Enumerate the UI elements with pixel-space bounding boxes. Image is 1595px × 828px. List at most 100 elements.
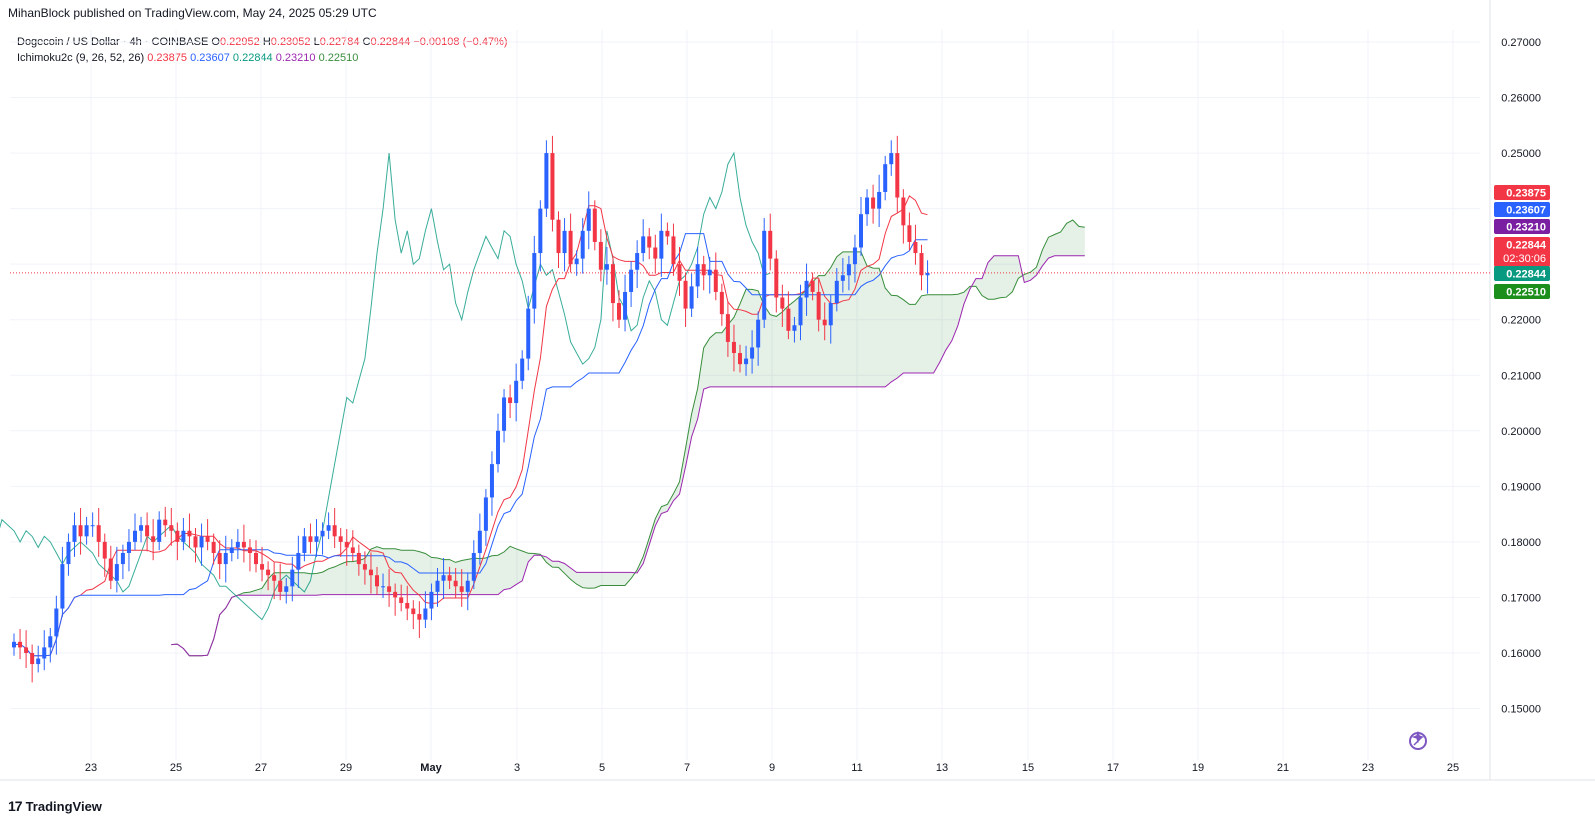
time-axis[interactable]: 23 25 27 29 May 3 5 7 9 11 13 15 17 19 21 23 25 bbox=[85, 762, 1459, 774]
candle-body bbox=[133, 530, 137, 542]
candle-body bbox=[175, 530, 180, 542]
y-tick-label: 0.16000 bbox=[1501, 648, 1541, 660]
candle-body bbox=[181, 530, 186, 542]
tradingview-brand[interactable]: 17 TradingView bbox=[8, 798, 102, 814]
candle-body bbox=[901, 197, 906, 226]
candle-body bbox=[417, 614, 422, 620]
candle-body bbox=[241, 541, 246, 548]
candle-body bbox=[356, 552, 361, 565]
candle-body bbox=[550, 153, 555, 220]
candle-body bbox=[750, 347, 755, 359]
ichimoku-cloud bbox=[171, 220, 1085, 656]
indicator-title[interactable]: Ichimoku2c (9, 26, 52, 26) bbox=[17, 52, 145, 64]
candle-body bbox=[78, 525, 83, 537]
candle-body bbox=[332, 525, 337, 537]
candle-body bbox=[598, 241, 603, 270]
candle-body bbox=[925, 273, 930, 276]
candle-body bbox=[163, 519, 168, 526]
candle-body bbox=[272, 575, 277, 581]
candle-body bbox=[816, 291, 821, 320]
candle-body bbox=[296, 552, 301, 570]
candle-body bbox=[247, 547, 252, 553]
candle-body bbox=[719, 291, 724, 315]
x-tick-label: 7 bbox=[684, 762, 690, 774]
candle-body bbox=[411, 608, 416, 615]
candle-body bbox=[859, 214, 863, 248]
cloud-fill bbox=[171, 220, 1085, 656]
candle-body bbox=[393, 591, 398, 598]
x-tick-label: 23 bbox=[85, 762, 97, 774]
candle-body bbox=[187, 530, 192, 537]
candle-body bbox=[520, 358, 525, 381]
candle-body bbox=[302, 536, 307, 553]
candle-body bbox=[641, 236, 646, 254]
candle-body bbox=[465, 580, 470, 592]
candle-body bbox=[659, 230, 664, 259]
y-tick-label: 0.19000 bbox=[1501, 481, 1541, 493]
candle-body bbox=[139, 525, 144, 531]
y-tick-label: 0.26000 bbox=[1501, 93, 1541, 105]
ai-sparkle-icon[interactable] bbox=[1409, 730, 1427, 750]
price-tag-box bbox=[1494, 202, 1550, 217]
candle-body bbox=[798, 297, 803, 326]
candle-body bbox=[647, 236, 652, 248]
candle-body bbox=[157, 519, 162, 542]
span-b-line bbox=[171, 255, 1085, 657]
chart-legend: Dogecoin / US Dollar · 4h · COINBASE O0.… bbox=[17, 34, 508, 66]
candle-body bbox=[72, 525, 77, 542]
candle-body bbox=[199, 536, 204, 548]
candle-body bbox=[822, 319, 827, 326]
candle-body bbox=[266, 569, 271, 576]
candle-body bbox=[314, 536, 319, 542]
candle-body bbox=[405, 602, 410, 609]
candle-body bbox=[695, 264, 700, 287]
candle-body bbox=[725, 314, 730, 342]
candle-body bbox=[774, 258, 779, 298]
candle-body bbox=[883, 164, 888, 192]
candle-body bbox=[508, 397, 513, 404]
x-tick-label: 13 bbox=[936, 762, 948, 774]
span-b-value: 0.23210 bbox=[275, 52, 316, 64]
y-tick-label: 0.27000 bbox=[1501, 37, 1541, 49]
kijun-value: 0.23607 bbox=[190, 52, 230, 64]
candle-body bbox=[477, 530, 482, 553]
candle-body bbox=[689, 286, 694, 309]
candles[interactable] bbox=[12, 135, 930, 683]
candle-body bbox=[12, 641, 16, 648]
candle-body bbox=[604, 264, 609, 270]
x-tick-label: 27 bbox=[255, 762, 267, 774]
candle-body bbox=[483, 497, 488, 531]
x-tick-label: 17 bbox=[1107, 762, 1119, 774]
x-tick-label: 11 bbox=[851, 762, 862, 774]
x-tick-label: 9 bbox=[769, 762, 775, 774]
y-tick-label: 0.20000 bbox=[1501, 426, 1541, 438]
x-tick-label: May bbox=[420, 762, 442, 774]
candle-body bbox=[90, 525, 95, 527]
candle-body bbox=[229, 547, 234, 553]
x-tick-label: 25 bbox=[1447, 762, 1459, 774]
y-tick-label: 0.15000 bbox=[1501, 704, 1541, 716]
candle-body bbox=[489, 464, 494, 498]
price-axis[interactable]: 0.15000 0.16000 0.17000 0.18000 0.19000 0.200… bbox=[1501, 37, 1541, 716]
price-tag-label: 0.22510 bbox=[1506, 287, 1546, 299]
price-tag-box bbox=[1494, 284, 1550, 299]
candle-body bbox=[387, 586, 392, 592]
candle-body bbox=[151, 536, 156, 542]
candle-body bbox=[48, 636, 53, 648]
candle-body bbox=[108, 558, 113, 581]
candle-body bbox=[126, 541, 131, 553]
candle-body bbox=[756, 319, 761, 348]
candle-body bbox=[447, 575, 452, 581]
x-tick-label: 3 bbox=[514, 762, 520, 774]
candle-body bbox=[586, 208, 591, 231]
candle-body bbox=[114, 564, 119, 581]
price-tag-label: 0.23875 bbox=[1506, 188, 1546, 200]
candle-body bbox=[344, 541, 349, 548]
x-tick-label: 23 bbox=[1362, 762, 1374, 774]
candle-body bbox=[623, 291, 628, 320]
candle-body bbox=[54, 608, 59, 637]
candle-body bbox=[635, 253, 640, 270]
x-tick-label: 29 bbox=[340, 762, 352, 774]
grid-lines bbox=[0, 0, 1595, 781]
